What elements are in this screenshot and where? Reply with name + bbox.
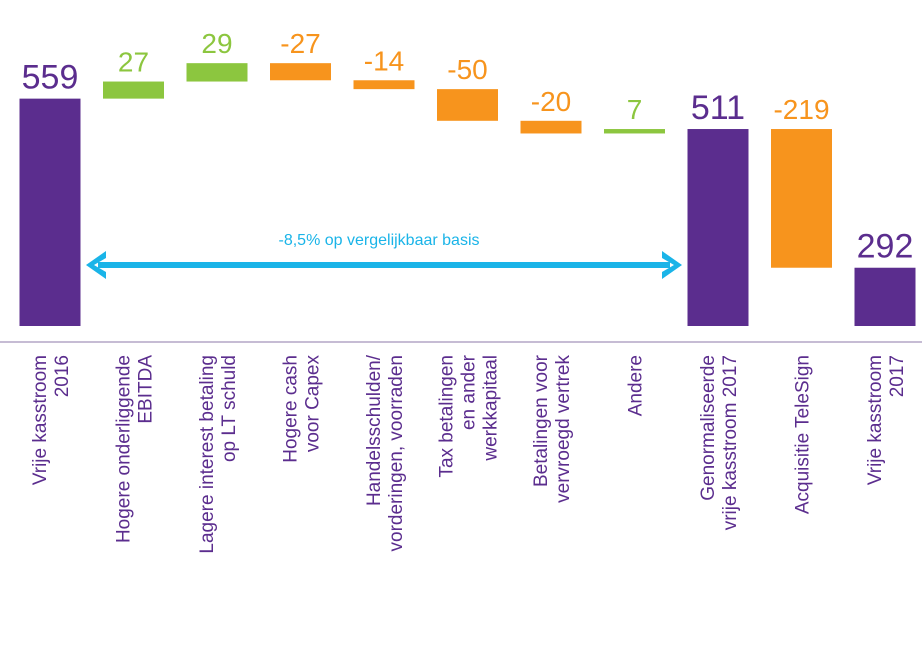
bar bbox=[771, 129, 832, 268]
bar bbox=[604, 129, 665, 134]
category-label: Genormaliseerdevrije kasstroom 2017 bbox=[698, 355, 741, 530]
annotation: -8,5% op vergelijkbaar basis bbox=[279, 232, 480, 249]
bar bbox=[19, 98, 81, 326]
arrow-head bbox=[662, 251, 682, 279]
category-label: Hogere cashvoor Capex bbox=[281, 355, 324, 463]
bar bbox=[687, 129, 749, 326]
category-label: Vrije kasstroom2016 bbox=[30, 355, 73, 485]
category-label: Hogere onderliggendeEBITDA bbox=[114, 355, 157, 543]
value-label: -20 bbox=[531, 86, 571, 117]
value-label: 29 bbox=[201, 28, 232, 59]
category-label: Andere bbox=[626, 355, 647, 416]
arrow-head bbox=[86, 251, 106, 279]
bar bbox=[437, 89, 498, 121]
bar bbox=[186, 63, 248, 82]
category-label: Tax betalingenen anderwerkkapitaal bbox=[437, 354, 502, 477]
category-label: Betalingen voorvervroegd vertrek bbox=[531, 354, 574, 503]
value-label: 559 bbox=[22, 59, 79, 97]
value-label: 27 bbox=[118, 47, 149, 78]
value-label: -50 bbox=[447, 54, 487, 85]
bar bbox=[353, 80, 415, 90]
value-label: -27 bbox=[280, 28, 320, 59]
category-label: Vrije kasstroom2017 bbox=[865, 355, 908, 485]
value-label: -219 bbox=[773, 94, 829, 125]
value-label: 292 bbox=[857, 228, 914, 266]
category-label: Handelsschulden/vorderingen, voorraden bbox=[364, 354, 407, 551]
bar bbox=[520, 120, 582, 134]
bar bbox=[103, 81, 164, 99]
category-label: Acquisitie TeleSign bbox=[793, 355, 814, 514]
category-label: Lagere interest betalingop LT schuld bbox=[197, 355, 240, 554]
value-label: -14 bbox=[364, 45, 404, 76]
value-label: 7 bbox=[627, 94, 643, 125]
value-label: 511 bbox=[691, 89, 745, 127]
bar bbox=[854, 267, 916, 326]
bar bbox=[270, 63, 331, 81]
